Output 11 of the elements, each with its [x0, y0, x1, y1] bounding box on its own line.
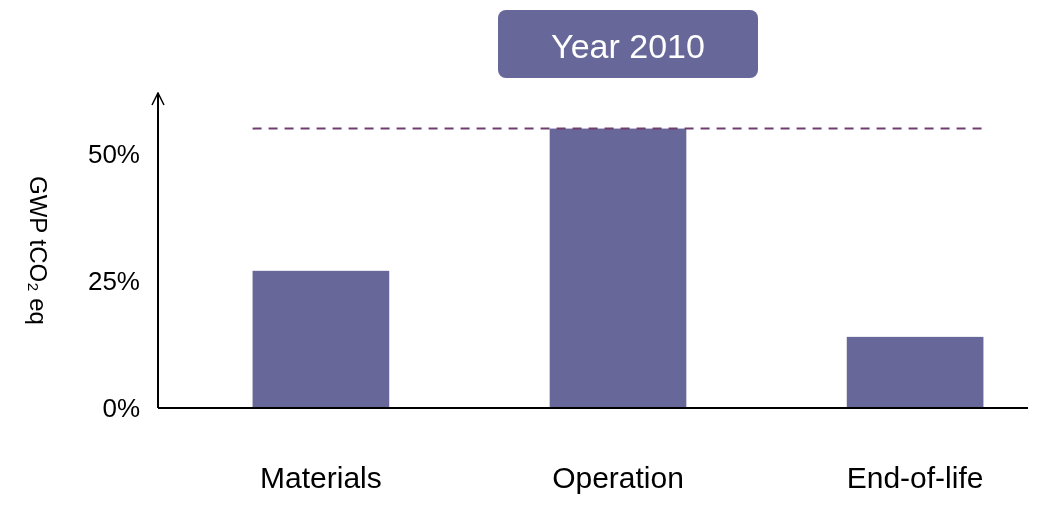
x-tick-label: End-of-life [846, 461, 984, 494]
x-tick-label: Operation [552, 461, 684, 494]
y-axis-title: GWP tCO₂ eq [25, 176, 52, 325]
y-tick-label: 0% [102, 393, 140, 424]
bar [549, 128, 687, 408]
bar [252, 270, 390, 408]
chart-title: Year 2010 [551, 27, 705, 65]
x-tick-label: Materials [260, 461, 382, 494]
y-tick-label: 25% [87, 266, 140, 297]
bar [846, 336, 984, 408]
y-tick-label: 50% [87, 139, 140, 170]
